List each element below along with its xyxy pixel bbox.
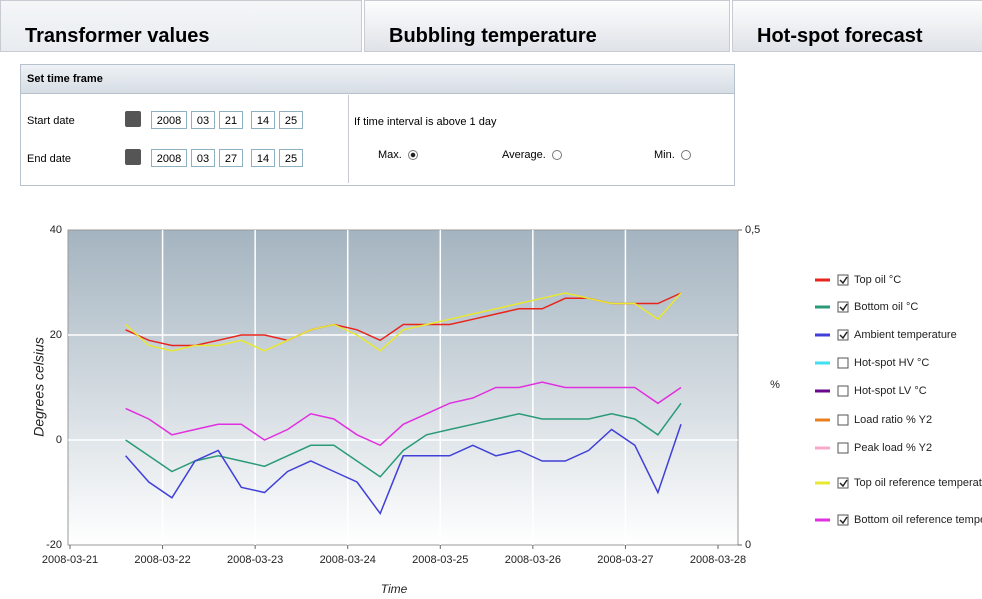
plot-area [67,229,739,546]
check-mark [839,479,848,488]
legend-checkbox[interactable] [837,274,849,286]
check-mark [839,516,848,525]
date-field[interactable]: 2008 [151,149,187,167]
separator [348,95,349,183]
legend-label: Top oil °C [854,274,901,286]
date-field[interactable]: 14 [251,111,275,129]
date-field[interactable]: 27 [219,149,243,167]
radio-option[interactable]: Max. [378,149,418,161]
legend-label: Hot-spot HV °C [854,357,929,369]
time-frame-panel: Set time frame If time interval is above… [20,64,735,186]
check-mark [839,331,848,340]
x-tick-label: 2008-03-22 [134,554,190,566]
x-tick-label: 2008-03-25 [412,554,468,566]
legend-checkbox[interactable] [837,477,849,489]
x-tick-label: 2008-03-27 [597,554,653,566]
x-tick-label: 2008-03-26 [505,554,561,566]
radio-label: Average. [502,149,546,161]
legend-item[interactable]: Load ratio % Y2 [815,414,932,426]
legend-item[interactable]: Peak load % Y2 [815,442,932,454]
legend-checkbox[interactable] [837,514,849,526]
series-line [125,424,682,516]
chart: Degrees celsius % Time 2008-03-21 2008-03… [31,224,982,596]
legend-label: Top oil reference temperature °C [854,477,982,489]
row-label: Start date [27,115,75,127]
y2-tick-label: 0,5 [745,224,760,236]
legend-label: Hot-spot LV °C [854,385,927,397]
y2-axis-label: % [770,379,780,391]
y-tick-label: 40 [50,224,62,236]
legend-label: Peak load % Y2 [854,442,932,454]
legend-checkbox[interactable] [837,357,849,369]
panel-title: Set time frame [21,65,734,94]
legend-checkbox[interactable] [837,329,849,341]
date-field[interactable]: 2008 [151,111,187,129]
series-line [125,292,682,352]
legend-label: Bottom oil reference temperature °C [854,514,982,526]
y-tick-label: -20 [46,539,62,551]
y-tick-label: 20 [50,329,62,341]
legend-item[interactable]: Hot-spot HV °C [815,357,929,369]
legend-label: Load ratio % Y2 [854,414,932,426]
legend-label: Bottom oil °C [854,301,918,313]
radio[interactable] [680,150,691,161]
radio-label: Min. [654,149,675,161]
date-row: Start date 2008 03 21 14 25 [27,111,347,131]
radio-label: Max. [378,149,402,161]
legend-label: Ambient temperature [854,329,957,341]
x-tick-label: 2008-03-28 [690,554,746,566]
date-field[interactable]: 03 [191,111,215,129]
y2-tick-label: 0 [745,539,751,551]
check-mark [839,303,848,312]
interval-note: If time interval is above 1 day [354,116,497,128]
legend-checkbox[interactable] [837,301,849,313]
legend-checkbox[interactable] [837,442,849,454]
calendar-icon[interactable] [125,111,141,127]
radio-option[interactable]: Min. [654,149,691,161]
tab[interactable]: Transformer values [0,0,362,52]
check-mark [839,276,848,285]
tab[interactable]: Bubbling temperature [364,0,730,52]
radio[interactable] [407,150,418,161]
radio-option[interactable]: Average. [502,149,562,161]
legend-item[interactable]: Bottom oil °C [815,301,918,313]
x-tick-label: 2008-03-23 [227,554,283,566]
date-field[interactable]: 14 [251,149,275,167]
calendar-icon[interactable] [125,149,141,165]
tab[interactable]: Hot-spot forecast [732,0,982,52]
legend-item[interactable]: Top oil °C [815,274,901,286]
legend-item[interactable]: Top oil reference temperature °C [815,477,982,489]
date-field[interactable]: 03 [191,149,215,167]
date-row: End date 2008 03 27 14 25 [27,149,347,169]
x-tick-label: 2008-03-24 [320,554,376,566]
date-field[interactable]: 25 [279,149,303,167]
y-axis-label: Degrees celsius [31,337,47,437]
legend-checkbox[interactable] [837,385,849,397]
y-tick-label: 0 [56,434,62,446]
row-label: End date [27,153,72,165]
legend-item[interactable]: Bottom oil reference temperature °C [815,514,982,526]
x-axis-label: Time [381,582,408,596]
series-line [125,402,682,478]
date-field[interactable]: 25 [279,111,303,129]
legend-item[interactable]: Ambient temperature [815,329,957,341]
radio[interactable] [551,150,562,161]
date-field[interactable]: 21 [219,111,243,129]
series-line [125,381,682,447]
x-tick-label: 2008-03-21 [42,554,98,566]
legend-item[interactable]: Hot-spot LV °C [815,385,927,397]
legend-checkbox[interactable] [837,414,849,426]
